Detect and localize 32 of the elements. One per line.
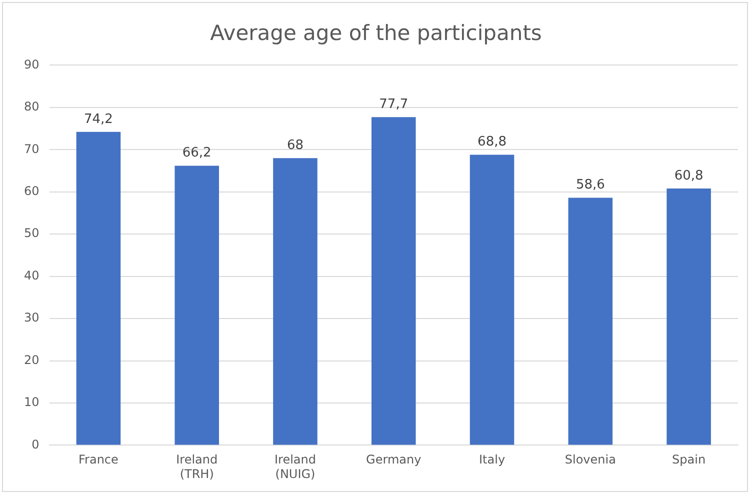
bar — [273, 158, 318, 445]
bar — [371, 117, 416, 445]
x-tick-label: France — [78, 452, 118, 467]
x-tick-label: Ireland (NUIG) — [274, 452, 316, 481]
x-tick-label: Germany — [366, 452, 422, 467]
y-tick-label: 80 — [24, 100, 40, 114]
x-tick-label: Slovenia — [564, 452, 616, 467]
data-label: 77,7 — [379, 97, 408, 112]
bar — [666, 188, 711, 445]
y-tick-label: 60 — [24, 184, 40, 198]
data-label: 58,6 — [576, 178, 605, 193]
y-tick-label: 20 — [24, 352, 40, 367]
data-label: 74,2 — [84, 112, 113, 127]
x-tick-label: Ireland (TRH) — [176, 452, 218, 481]
bar — [568, 198, 613, 445]
data-label: 68 — [286, 138, 304, 153]
bar — [470, 154, 514, 445]
data-label: 66,2 — [182, 146, 212, 161]
y-tick-label: 90 — [24, 57, 40, 72]
y-tick-label: 70 — [24, 142, 40, 156]
data-label: 60,8 — [674, 168, 704, 184]
y-tick-label: 0 — [32, 437, 40, 452]
x-tick-label: Spain — [672, 452, 706, 467]
chart-title: Average age of the participants — [210, 21, 542, 46]
y-tick-label: 10 — [24, 395, 40, 410]
y-tick-label: 40 — [24, 268, 40, 282]
y-tick-label: 30 — [24, 310, 40, 325]
x-tick-label: Italy — [479, 452, 506, 467]
bar — [174, 166, 219, 445]
y-tick-label: 50 — [24, 226, 40, 240]
data-label: 68,8 — [478, 134, 506, 150]
bar — [76, 132, 121, 445]
